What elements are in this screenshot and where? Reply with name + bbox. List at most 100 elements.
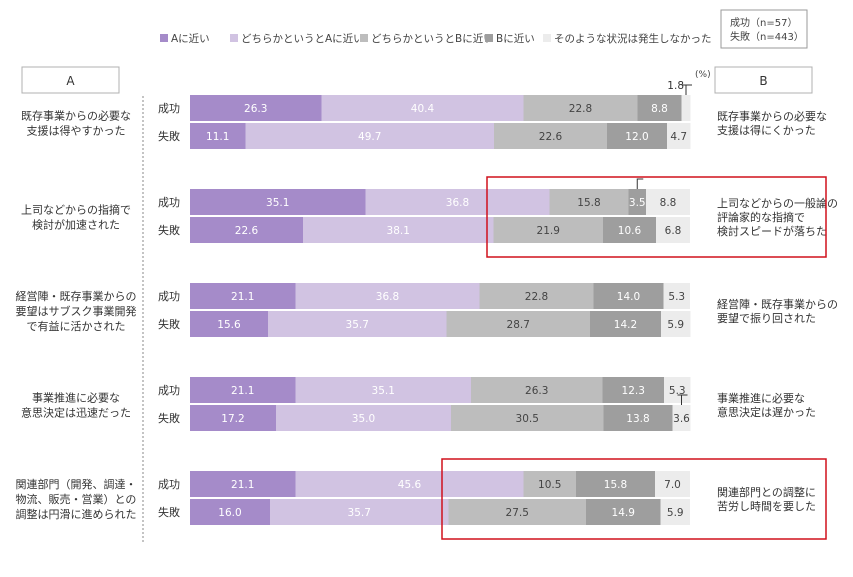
bar-segment-g4-r1-s4 xyxy=(660,499,690,525)
bar-segment-g2-r1-s3 xyxy=(590,311,661,337)
bar-segment-g4-r0-s1 xyxy=(295,471,524,497)
row-label: 成功 xyxy=(158,384,180,397)
group-1-right-label: 評論家的な指摘で xyxy=(717,210,805,224)
data-label: 4.7 xyxy=(670,131,687,143)
sample-size-frame xyxy=(720,9,808,49)
group-0-left-label: 支援は得やすかった xyxy=(27,124,126,138)
row-label: 成功 xyxy=(158,102,180,115)
data-label: 30.5 xyxy=(516,413,539,425)
bar-segment-g4-r0-s0 xyxy=(190,471,296,497)
leader-line xyxy=(685,84,692,95)
data-label: 45.6 xyxy=(398,479,422,491)
data-label: 27.5 xyxy=(506,507,529,519)
bar-segment-g0-r1-s0 xyxy=(190,123,246,149)
data-label: 26.3 xyxy=(525,385,548,397)
bar-segment-g1-r0-s4 xyxy=(646,189,690,215)
group-2-right-label: 要望で振り回された xyxy=(717,311,816,325)
group-4-left-label: 物流、販売・営業）との xyxy=(16,492,137,506)
legend: Aに近い どちらかというとAに近い どちらかというとBに近い Bに近い そのような状況は… xyxy=(160,32,712,45)
legend-swatch-4 xyxy=(543,34,551,42)
group-4-left-label: 関連部門（開発、調達・ xyxy=(16,477,137,491)
highlight-box-group-1 xyxy=(486,176,827,258)
group-0-right-label: 既存事業からの必要な xyxy=(717,109,827,123)
data-label: 16.0 xyxy=(218,507,241,519)
data-label: 5.9 xyxy=(667,319,684,331)
highlight-boxes xyxy=(441,176,827,540)
legend-label-1: どちらかというとAに近い xyxy=(241,32,364,45)
data-label: 13.8 xyxy=(626,413,649,425)
bar-segment-g4-r1-s2 xyxy=(448,499,586,525)
bar-segment-g2-r0-s1 xyxy=(295,283,480,309)
data-label: 49.7 xyxy=(358,131,381,143)
group-3-right-label: 意思決定は遅かった xyxy=(717,405,816,419)
bar-segment-g3-r0-s3 xyxy=(602,377,664,403)
legend-swatch-3 xyxy=(485,34,493,42)
bar-segment-g4-r1-s3 xyxy=(586,499,661,525)
bar-segment-g2-r1-s0 xyxy=(190,311,268,337)
bar-segment-g3-r0-s0 xyxy=(190,377,296,403)
bar-segment-g3-r0-s1 xyxy=(295,377,471,403)
data-label: 22.8 xyxy=(525,291,548,303)
group-4-right-label: 苦労し時間を要した xyxy=(717,499,816,513)
row-label: 失敗 xyxy=(158,505,180,519)
group-1-right-label: 検討スピードが落ちた xyxy=(717,224,827,238)
data-label: 3.6 xyxy=(673,413,690,425)
group-3-right-label: 事業推進に必要な xyxy=(717,391,805,405)
legend-label-0: Aに近い xyxy=(171,32,210,45)
row-label: 失敗 xyxy=(158,129,180,143)
data-label: 8.8 xyxy=(660,197,677,209)
header-b-frame xyxy=(714,66,813,94)
bar-segment-g0-r0-s3 xyxy=(637,95,682,121)
group-2-left-label: で有益に活かされた xyxy=(27,319,126,333)
data-label: 7.0 xyxy=(664,479,681,491)
bar-segment-g3-r1-s4 xyxy=(672,405,691,431)
data-label: 12.3 xyxy=(622,385,645,397)
data-label: 28.7 xyxy=(507,319,530,331)
sample-size-success: 成功（n=57） xyxy=(730,17,797,29)
leader-line xyxy=(636,178,644,189)
bar-segment-g3-r1-s3 xyxy=(603,405,673,431)
bar-segment-g1-r1-s2 xyxy=(493,217,603,243)
data-label: 21.1 xyxy=(231,385,254,397)
data-label: 15.8 xyxy=(577,197,600,209)
data-label: 11.1 xyxy=(206,131,229,143)
bar-segment-g4-r0-s4 xyxy=(655,471,690,497)
bar-segment-g1-r0-s0 xyxy=(190,189,366,215)
row-label: 成功 xyxy=(158,196,180,209)
group-2: 経営陣・既存事業からの要望はサブスク事業開発で有益に活かされた経営陣・既存事業か… xyxy=(16,283,838,337)
data-label: 14.9 xyxy=(612,507,635,519)
group-3-left-label: 事業推進に必要な xyxy=(32,391,120,405)
data-label: 40.4 xyxy=(411,103,435,115)
data-label: 38.1 xyxy=(387,225,410,237)
legend-label-2: どちらかというとBに近い xyxy=(371,32,494,45)
data-label: 5.3 xyxy=(668,291,685,303)
data-label: 22.6 xyxy=(539,131,563,143)
data-label: 5.9 xyxy=(667,507,684,519)
bar-segment-g3-r1-s2 xyxy=(451,405,604,431)
data-label: 15.6 xyxy=(217,319,241,331)
group-2-right-label: 経営陣・既存事業からの xyxy=(717,297,838,311)
header-a-label: A xyxy=(66,74,75,88)
bar-segment-g0-r0-s1 xyxy=(321,95,524,121)
data-label: 35.7 xyxy=(346,319,369,331)
legend-swatch-0 xyxy=(160,34,168,42)
header-a-frame xyxy=(21,66,120,94)
data-label: 17.2 xyxy=(221,413,244,425)
data-label: 36.8 xyxy=(376,291,399,303)
data-label: 14.0 xyxy=(617,291,640,303)
legend-label-3: Bに近い xyxy=(496,32,535,45)
row-label: 失敗 xyxy=(158,223,180,237)
bar-segment-g4-r1-s0 xyxy=(190,499,270,525)
bar-segment-g0-r0-s4 xyxy=(681,95,691,121)
bar-segment-g2-r1-s1 xyxy=(268,311,447,337)
group-4-right-label: 関連部門との調整に xyxy=(717,485,816,499)
row-label: 成功 xyxy=(158,478,180,491)
data-label: 3.5 xyxy=(629,197,646,209)
bar-segment-g3-r0-s2 xyxy=(471,377,603,403)
group-2-left-label: 要望はサブスク事業開発 xyxy=(16,304,137,318)
data-label: 6.8 xyxy=(665,225,682,237)
data-label: 35.1 xyxy=(266,197,289,209)
